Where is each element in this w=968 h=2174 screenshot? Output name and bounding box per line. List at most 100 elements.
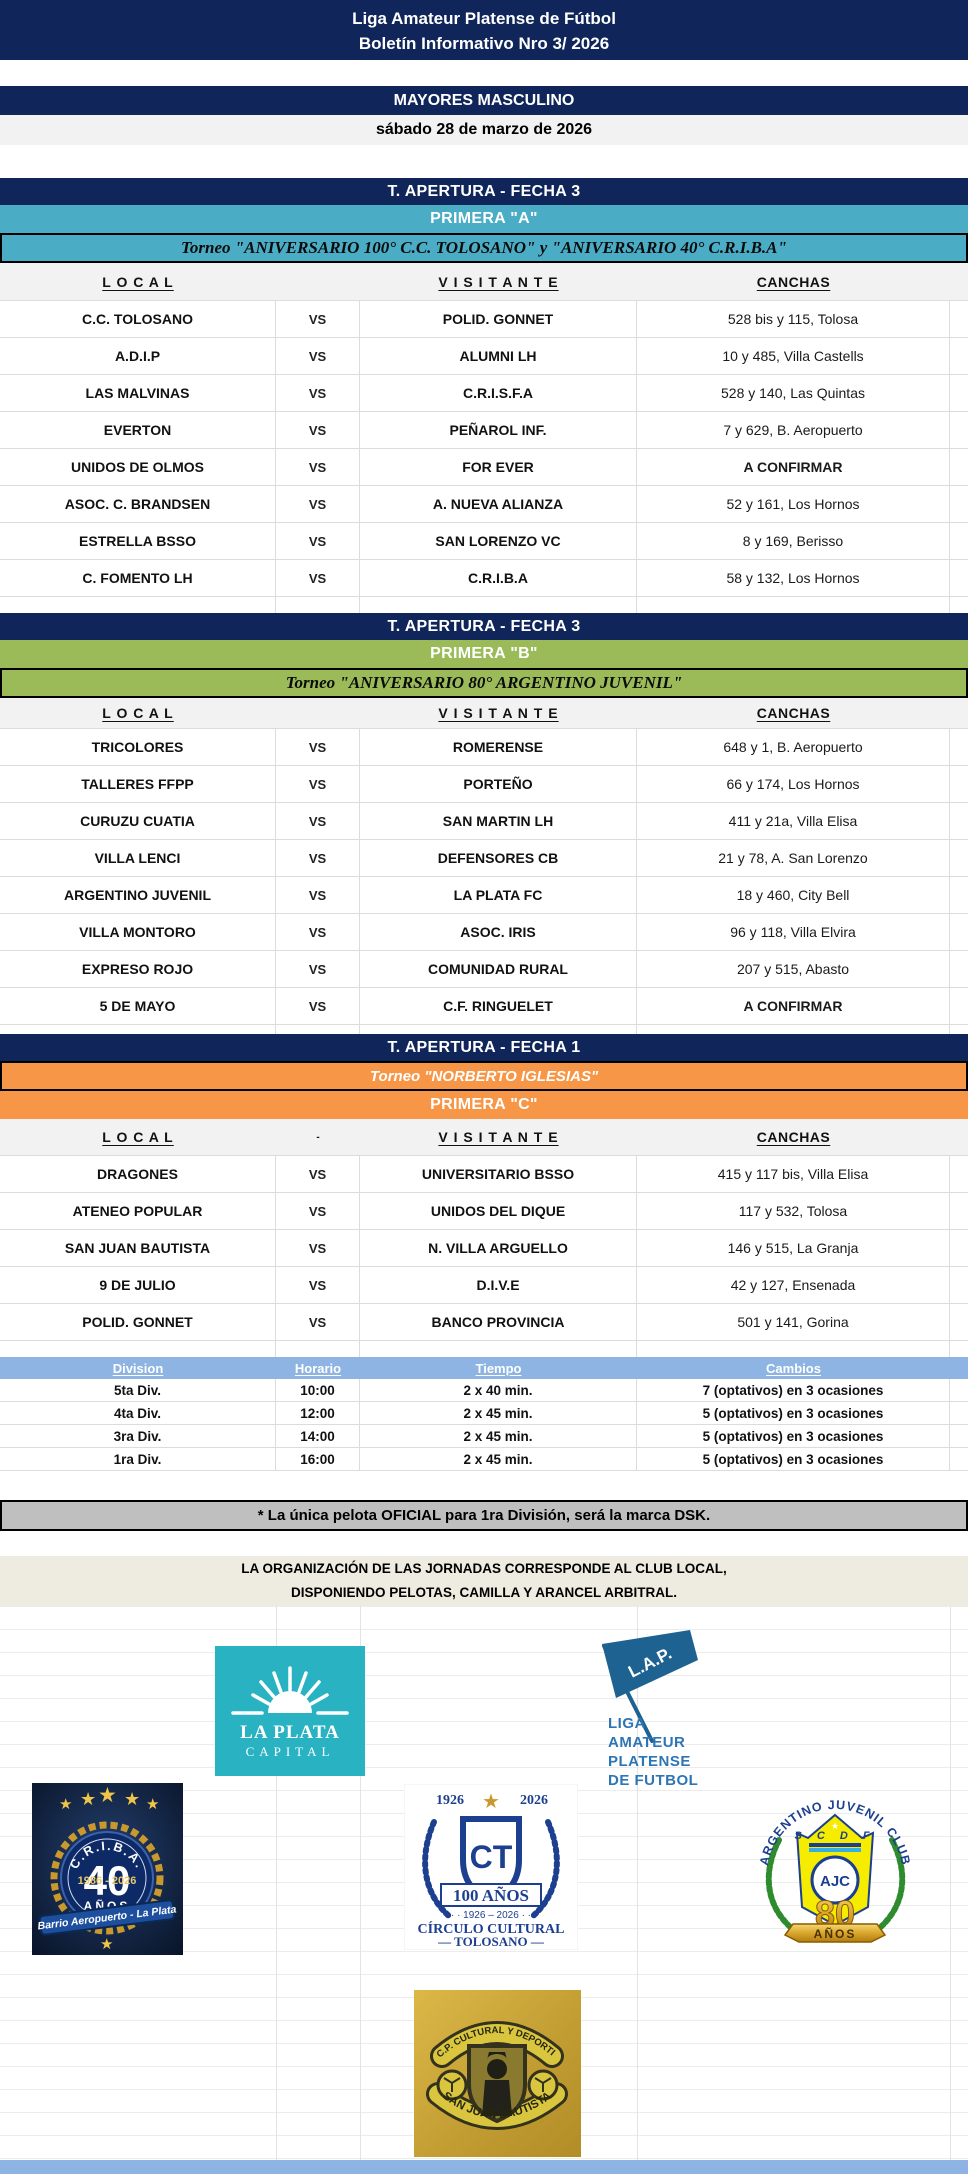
local-team: DRAGONES bbox=[0, 1156, 276, 1192]
vs-label: VS bbox=[276, 338, 360, 374]
cancha-location: 18 y 460, City Bell bbox=[637, 877, 950, 913]
section-b-header-row: L O C A L V I S I T A N T E CANCHAS bbox=[0, 698, 968, 728]
row-end-spacer bbox=[950, 1448, 968, 1470]
cancha-location: 207 y 515, Abasto bbox=[637, 951, 950, 987]
schedule-col-horario: Horario bbox=[294, 1360, 342, 1376]
criba-40-logo: ★ ★ ★ ★ ★ C.R.I.B.A. 40 AÑOS Barrio Aero… bbox=[32, 1783, 183, 1960]
svg-text:AJC: AJC bbox=[820, 1873, 850, 1890]
vs-label: VS bbox=[276, 766, 360, 802]
visitante-team: LA PLATA FC bbox=[360, 877, 637, 913]
visitante-team: ASOC. IRIS bbox=[360, 914, 637, 950]
svg-text:★: ★ bbox=[59, 1796, 72, 1813]
date-band: sábado 28 de marzo de 2026 bbox=[0, 115, 968, 145]
section-a-fecha: T. APERTURA - FECHA 3 bbox=[0, 178, 968, 205]
official-ball-note: * La única pelota OFICIAL para 1ra Divis… bbox=[0, 1500, 968, 1531]
cancha-location: 52 y 161, Los Hornos bbox=[637, 486, 950, 522]
row-end-spacer bbox=[950, 1304, 968, 1340]
match-row: POLID. GONNET VS BANCO PROVINCIA 501 y 1… bbox=[0, 1304, 968, 1341]
criba-40-icon: ★ ★ ★ ★ ★ C.R.I.B.A. 40 AÑOS Barrio Aero… bbox=[32, 1783, 183, 1955]
vs-label: VS bbox=[276, 1193, 360, 1229]
row-end-spacer bbox=[950, 988, 968, 1024]
vs-label: VS bbox=[276, 523, 360, 559]
col-header-visitante: V I S I T A N T E bbox=[438, 1129, 559, 1145]
section-a-footer bbox=[0, 597, 968, 613]
match-row: ESTRELLA BSSO VS SAN LORENZO VC 8 y 169,… bbox=[0, 523, 968, 560]
row-end-spacer bbox=[950, 951, 968, 987]
local-team: C.C. TOLOSANO bbox=[0, 301, 276, 337]
section-c-fecha: T. APERTURA - FECHA 1 bbox=[0, 1034, 968, 1061]
col-header-canchas: CANCHAS bbox=[756, 705, 831, 721]
argentino-juvenil-80-icon: ARGENTINO JUVENIL CLUB S C D F ★ AJC 80 … bbox=[757, 1798, 912, 1943]
lap-pennant-icon: L.A.P. bbox=[602, 1630, 698, 1743]
cancha-location: A CONFIRMAR bbox=[637, 988, 950, 1024]
section-c-division: PRIMERA "C" bbox=[0, 1091, 968, 1119]
schedule-col-division: Division bbox=[112, 1360, 164, 1376]
lap-flag-logo: L.A.P. bbox=[590, 1626, 710, 1751]
local-team: POLID. GONNET bbox=[0, 1304, 276, 1340]
cancha-location: 146 y 515, La Granja bbox=[637, 1230, 950, 1266]
match-row: DRAGONES VS UNIVERSITARIO BSSO 415 y 117… bbox=[0, 1156, 968, 1193]
vs-label: VS bbox=[276, 1156, 360, 1192]
schedule-division: 5ta Div. bbox=[0, 1379, 276, 1401]
vs-label: VS bbox=[276, 560, 360, 596]
visitante-team: ROMERENSE bbox=[360, 729, 637, 765]
schedule-horario: 12:00 bbox=[276, 1402, 360, 1424]
row-end-spacer bbox=[950, 803, 968, 839]
row-end-spacer bbox=[950, 375, 968, 411]
svg-text:· · · 1926 – 2026 · · ·: · · · 1926 – 2026 · · · bbox=[445, 1910, 537, 1921]
cancha-location: 528 y 140, Las Quintas bbox=[637, 375, 950, 411]
row-end-spacer bbox=[950, 1156, 968, 1192]
schedule-row: 4ta Div. 12:00 2 x 45 min. 5 (optativos)… bbox=[0, 1402, 968, 1425]
local-team: TRICOLORES bbox=[0, 729, 276, 765]
section-b-fecha: T. APERTURA - FECHA 3 bbox=[0, 613, 968, 640]
cancha-location: 42 y 127, Ensenada bbox=[637, 1267, 950, 1303]
local-team: UNIDOS DE OLMOS bbox=[0, 449, 276, 485]
visitante-team: PEÑAROL INF. bbox=[360, 412, 637, 448]
visitante-team: A. NUEVA ALIANZA bbox=[360, 486, 637, 522]
local-team: ASOC. C. BRANDSEN bbox=[0, 486, 276, 522]
visitante-team: C.R.I.S.F.A bbox=[360, 375, 637, 411]
vs-label: VS bbox=[276, 486, 360, 522]
cancha-location: 21 y 78, A. San Lorenzo bbox=[637, 840, 950, 876]
san-juan-bautista-logo: A.C.P. CULTURAL Y DEPORTIVA SAN JUAN BAU… bbox=[411, 1982, 581, 2162]
visitante-team: COMUNIDAD RURAL bbox=[360, 951, 637, 987]
schedule-col-tiempo: Tiempo bbox=[475, 1360, 522, 1376]
schedule-tiempo: 2 x 45 min. bbox=[360, 1425, 637, 1447]
vs-label: VS bbox=[276, 301, 360, 337]
local-team: ARGENTINO JUVENIL bbox=[0, 877, 276, 913]
cancha-location: 411 y 21a, Villa Elisa bbox=[637, 803, 950, 839]
section-c-footer bbox=[0, 1341, 968, 1357]
schedule-row: 3ra Div. 14:00 2 x 45 min. 5 (optativos)… bbox=[0, 1425, 968, 1448]
col-header-canchas: CANCHAS bbox=[756, 1129, 831, 1145]
match-row: TALLERES FFPP VS PORTEÑO 66 y 174, Los H… bbox=[0, 766, 968, 803]
match-row: C. FOMENTO LH VS C.R.I.B.A 58 y 132, Los… bbox=[0, 560, 968, 597]
svg-text:— TOLOSANO —: — TOLOSANO — bbox=[437, 1934, 545, 1949]
cancha-location: 10 y 485, Villa Castells bbox=[637, 338, 950, 374]
visitante-team: C.R.I.B.A bbox=[360, 560, 637, 596]
vs-label: VS bbox=[276, 412, 360, 448]
schedule-table: 5ta Div. 10:00 2 x 40 min. 7 (optativos)… bbox=[0, 1379, 968, 1471]
organization-note: LA ORGANIZACIÓN DE LAS JORNADAS CORRESPO… bbox=[0, 1556, 968, 1606]
col-header-local: L O C A L bbox=[102, 705, 174, 721]
vs-label: VS bbox=[276, 375, 360, 411]
cancha-location: 501 y 141, Gorina bbox=[637, 1304, 950, 1340]
svg-text:★: ★ bbox=[146, 1796, 159, 1813]
schedule-tiempo: 2 x 45 min. bbox=[360, 1402, 637, 1424]
row-end-spacer bbox=[950, 560, 968, 596]
organization-note-line1: LA ORGANIZACIÓN DE LAS JORNADAS CORRESPO… bbox=[241, 1561, 727, 1576]
schedule-division: 1ra Div. bbox=[0, 1448, 276, 1470]
cancha-location: 415 y 117 bis, Villa Elisa bbox=[637, 1156, 950, 1192]
schedule-horario: 14:00 bbox=[276, 1425, 360, 1447]
section-c-header-row: L O C A L - V I S I T A N T E CANCHAS bbox=[0, 1119, 968, 1155]
col-header-canchas: CANCHAS bbox=[756, 273, 831, 290]
schedule-division: 4ta Div. bbox=[0, 1402, 276, 1424]
match-row: 5 DE MAYO VS C.F. RINGUELET A CONFIRMAR bbox=[0, 988, 968, 1025]
row-end-spacer bbox=[950, 1193, 968, 1229]
local-team: A.D.I.P bbox=[0, 338, 276, 374]
row-end-spacer bbox=[950, 301, 968, 337]
row-end-spacer bbox=[950, 1230, 968, 1266]
svg-text:★: ★ bbox=[100, 1936, 113, 1953]
col-header-visitante: V I S I T A N T E bbox=[438, 705, 559, 721]
schedule-row: 1ra Div. 16:00 2 x 45 min. 5 (optativos)… bbox=[0, 1448, 968, 1471]
